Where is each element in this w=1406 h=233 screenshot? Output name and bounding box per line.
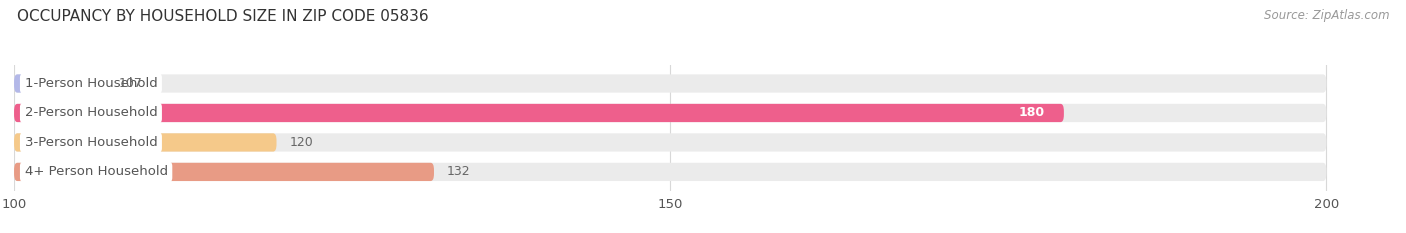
Text: 4+ Person Household: 4+ Person Household: [24, 165, 167, 178]
FancyBboxPatch shape: [14, 163, 434, 181]
Text: 120: 120: [290, 136, 314, 149]
Text: 180: 180: [1018, 106, 1045, 120]
Text: 107: 107: [120, 77, 143, 90]
FancyBboxPatch shape: [14, 163, 1326, 181]
FancyBboxPatch shape: [14, 104, 1064, 122]
FancyBboxPatch shape: [14, 104, 1326, 122]
Text: Source: ZipAtlas.com: Source: ZipAtlas.com: [1264, 9, 1389, 22]
Text: 1-Person Household: 1-Person Household: [24, 77, 157, 90]
Text: 2-Person Household: 2-Person Household: [24, 106, 157, 120]
Text: 132: 132: [447, 165, 471, 178]
FancyBboxPatch shape: [14, 133, 277, 152]
Text: 3-Person Household: 3-Person Household: [24, 136, 157, 149]
FancyBboxPatch shape: [14, 74, 105, 93]
FancyBboxPatch shape: [14, 133, 1326, 152]
Text: OCCUPANCY BY HOUSEHOLD SIZE IN ZIP CODE 05836: OCCUPANCY BY HOUSEHOLD SIZE IN ZIP CODE …: [17, 9, 429, 24]
FancyBboxPatch shape: [14, 74, 1326, 93]
